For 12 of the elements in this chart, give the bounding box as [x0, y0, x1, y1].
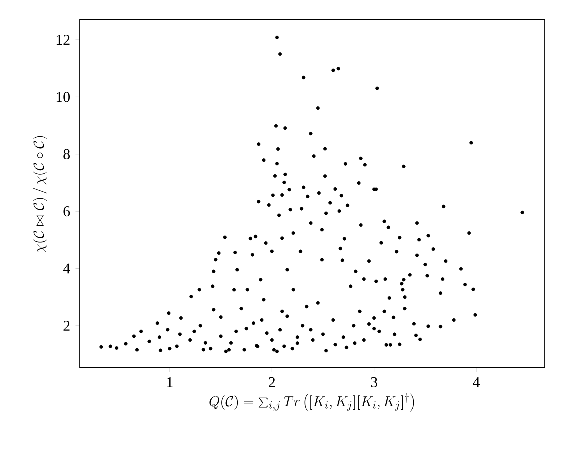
- x-tick-label: 1: [168, 377, 173, 388]
- x-tick-label: 4: [473, 377, 480, 388]
- x-tick-label: 3: [371, 377, 378, 388]
- y-tick-label: 6: [64, 206, 70, 217]
- y-tick-label: 12: [56, 35, 70, 45]
- x-tick-label: 2: [269, 377, 276, 388]
- x-axis-title: $Q(\mathcal{C}) = \sum_{i,j} Tr\left([K_i,K_j][K_i,K_j]^\dagger\right)$: [210, 394, 414, 412]
- y-tick-label: 8: [64, 149, 70, 160]
- y-tick-label: 10: [56, 92, 70, 102]
- y-tick-label: 4: [63, 264, 70, 274]
- y-tick-label: 2: [64, 321, 70, 331]
- y-axis-title: $\chi(\mathcal{C}\bowtie\mathcal{C})\,/\,\chi(\mathcal{C}\circ\mathcal{C})$: [33, 136, 48, 253]
